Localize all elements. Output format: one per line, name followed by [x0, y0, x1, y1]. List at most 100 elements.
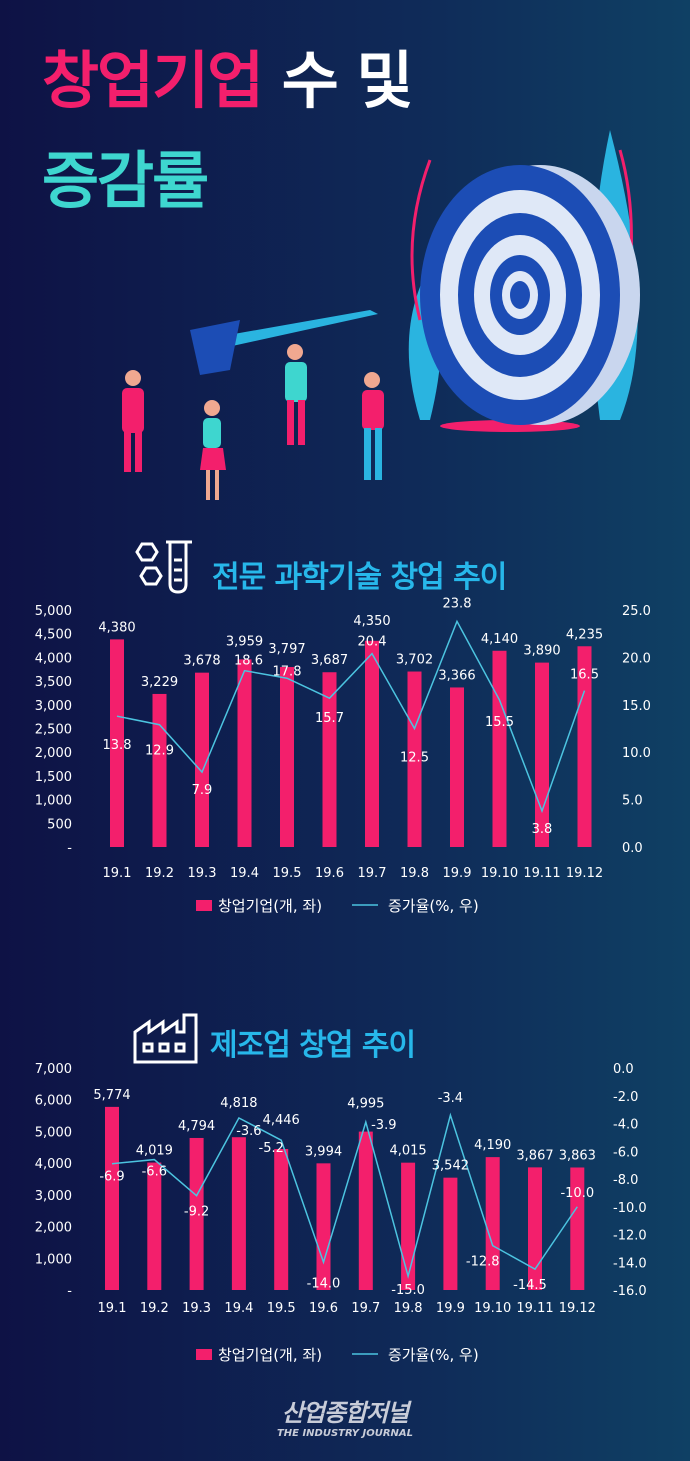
line-data-label: -3.6: [236, 1124, 261, 1139]
bar: [365, 640, 379, 847]
left-axis-tick: 5,000: [35, 604, 72, 619]
x-axis-label: 19.4: [224, 1301, 253, 1316]
bar: [401, 1162, 416, 1290]
left-axis-tick: 4,500: [35, 628, 72, 643]
bar: [231, 1137, 246, 1290]
chart-manufacturing-startups: - 1,000 2,000 3,000 4,000 5,000 6,000 7,000 -16.…: [35, 1062, 647, 1364]
line-data-label: -12.8: [466, 1255, 500, 1270]
people-figures: [122, 344, 384, 500]
x-axis-label: 19.3: [182, 1301, 211, 1316]
x-axis-label: 19.4: [230, 866, 259, 881]
bar: [280, 667, 294, 847]
line-data-label: -10.0: [560, 1186, 594, 1201]
section-title-manufacturing: 제조업 창업 추이: [210, 1028, 416, 1063]
bar-data-label: 3,994: [305, 1144, 342, 1159]
left-axis-tick: 3,000: [35, 1189, 72, 1204]
line-data-label: -14.0: [307, 1276, 341, 1291]
line-data-label: -14.5: [513, 1278, 547, 1293]
left-axis-tick: 7,000: [35, 1062, 72, 1077]
left-axis-tick: 3,500: [35, 675, 72, 690]
legend-bar-swatch: [196, 1349, 212, 1360]
x-axis-label: 19.9: [436, 1301, 465, 1316]
x-axis-label: 19.5: [273, 866, 302, 881]
bar-data-label: 5,774: [93, 1088, 130, 1103]
x-axis-label: 19.8: [400, 866, 429, 881]
line-data-label: -5.2: [259, 1141, 284, 1156]
line-data-label: -3.4: [438, 1091, 463, 1106]
left-axis-tick: 1,000: [35, 1252, 72, 1267]
left-axis-tick: 5,000: [35, 1125, 72, 1140]
line-data-label: 3.8: [532, 822, 553, 837]
line-data-label: 23.8: [443, 596, 472, 611]
left-axis-tick: 500: [47, 817, 72, 832]
bar: [485, 1157, 500, 1290]
right-axis-tick: -14.0: [613, 1256, 647, 1271]
right-axis-tick: -6.0: [613, 1145, 638, 1160]
x-axis-label: 19.3: [188, 866, 217, 881]
x-axis-label: 19.1: [98, 1301, 127, 1316]
line-data-label: 15.7: [315, 711, 344, 726]
growth-rate-line: [116, 619, 586, 814]
bar: [528, 1167, 542, 1290]
x-axis-label: 19.6: [309, 1301, 338, 1316]
legend-line-label: 증가율(%, 우): [388, 897, 479, 915]
x-axis-label: 19.11: [523, 866, 560, 881]
legend-bar-swatch: [196, 900, 212, 911]
bar: [110, 639, 124, 847]
page-title-line2: 증감률: [42, 144, 209, 217]
bar: [443, 1177, 458, 1290]
bar: [492, 650, 507, 847]
x-axis-label: 19.2: [145, 866, 174, 881]
left-axis-tick: 3,000: [35, 699, 72, 714]
left-axis-tick: 1,500: [35, 770, 72, 785]
left-axis-tick: -: [67, 1284, 72, 1299]
right-axis-tick: 5.0: [622, 794, 643, 809]
bar: [316, 1163, 331, 1290]
right-axis-tick: -4.0: [613, 1118, 638, 1133]
line-data-label: 16.5: [570, 668, 599, 683]
x-axis-label: 19.2: [140, 1301, 169, 1316]
bar: [189, 1137, 204, 1290]
left-axis-tick: 2,000: [35, 746, 72, 761]
bar: [195, 672, 209, 847]
bar: [152, 693, 167, 847]
bar: [147, 1162, 162, 1290]
bar-data-label: 3,366: [438, 668, 475, 683]
legend-line-label: 증가율(%, 우): [388, 1346, 479, 1364]
line-data-label: 12.5: [400, 751, 429, 766]
bar-data-label: 3,890: [523, 644, 560, 659]
legend-bar-label: 창업기업(개, 좌): [218, 1346, 322, 1364]
target-icon: [420, 165, 640, 432]
line-data-label: 15.5: [485, 715, 514, 730]
bar-data-label: 4,446: [263, 1113, 300, 1128]
bar-data-label: 4,380: [98, 620, 135, 635]
line-data-label: 7.9: [192, 783, 213, 798]
bar-data-label: 4,019: [136, 1144, 173, 1159]
bar-data-label: 4,140: [481, 632, 518, 647]
line-data-label: 20.4: [358, 635, 387, 650]
left-axis-tick: 2,500: [35, 723, 72, 738]
left-axis-tick: 2,000: [35, 1221, 72, 1236]
bar-data-label: 4,995: [347, 1097, 384, 1112]
x-axis-label: 19.1: [103, 866, 132, 881]
bar-data-label: 3,687: [311, 653, 348, 668]
left-axis-tick: 4,000: [35, 651, 72, 666]
line-data-label: -15.0: [391, 1283, 425, 1298]
left-axis-tick: 6,000: [35, 1094, 72, 1109]
x-axis-label: 19.9: [443, 866, 472, 881]
line-data-label: 17.8: [273, 664, 302, 679]
right-axis-tick: -2.0: [613, 1090, 638, 1105]
left-axis-tick: -: [67, 841, 72, 856]
bar-data-label: 3,797: [268, 642, 305, 657]
line-data-label: -6.6: [142, 1165, 167, 1180]
bar-data-label: 3,542: [432, 1159, 469, 1174]
bar: [570, 1167, 585, 1290]
darts-illustration: [122, 130, 640, 500]
bar: [407, 671, 422, 847]
x-axis-label: 19.6: [315, 866, 344, 881]
right-axis-tick: -8.0: [613, 1173, 638, 1188]
bar: [105, 1106, 119, 1290]
page-title: 창업기업 수 및: [42, 44, 413, 117]
line-data-label: -6.9: [99, 1170, 124, 1185]
bar-data-label: 3,863: [559, 1148, 596, 1163]
